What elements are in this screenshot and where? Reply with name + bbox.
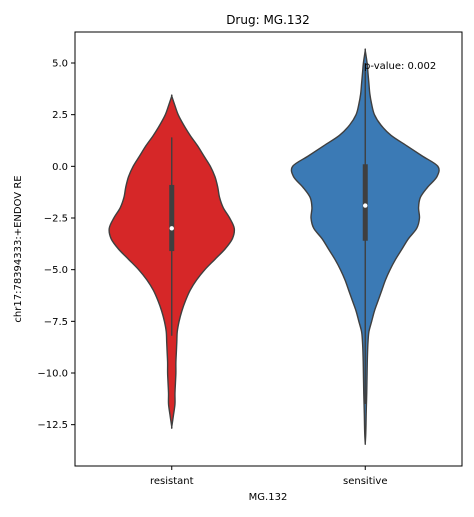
y-tick-label: 2.5 — [52, 110, 68, 121]
chart-title: Drug: MG.132 — [226, 13, 310, 27]
plot-area — [108, 48, 440, 445]
y-tick-label: 0.0 — [52, 162, 68, 173]
x-axis: resistant sensitive — [150, 466, 387, 487]
median-point-resistant — [169, 226, 174, 231]
y-tick-label: 5.0 — [52, 59, 68, 70]
y-tick-label: −5.0 — [44, 265, 68, 276]
iqr-box-resistant — [169, 184, 175, 252]
x-tick-label: resistant — [150, 476, 194, 487]
iqr-box-sensitive — [362, 164, 368, 241]
y-tick-label: −12.5 — [37, 420, 68, 431]
y-tick-label: −7.5 — [44, 317, 68, 328]
y-tick-label: −2.5 — [44, 214, 68, 225]
p-value-annotation: p-value: 0.002 — [364, 61, 436, 72]
median-point-sensitive — [363, 203, 368, 208]
x-axis-label: MG.132 — [249, 492, 288, 503]
x-tick-label: sensitive — [343, 476, 387, 487]
plot-frame — [74, 31, 463, 467]
y-axis-label: chr17:78394333:+ENDOV RE — [13, 175, 24, 322]
y-axis: 5.0 2.5 0.0 −2.5 −5.0 −7.5 −10.0 −12.5 — [37, 59, 75, 431]
y-tick-label: −10.0 — [37, 369, 68, 380]
